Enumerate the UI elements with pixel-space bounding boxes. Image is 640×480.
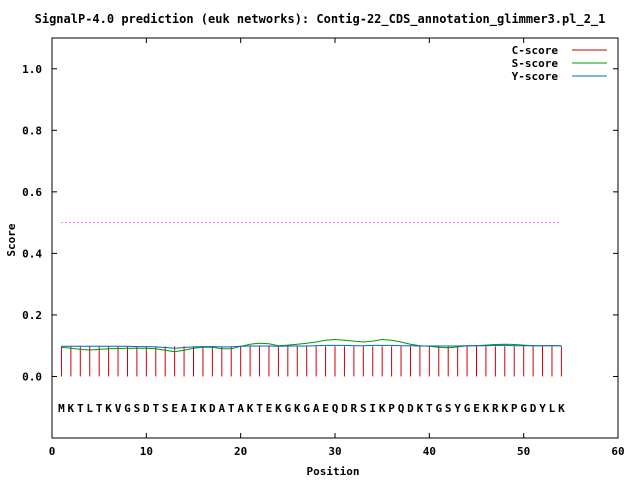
y-tick-label: 0.2 [22,309,42,322]
plot-frame [51,37,619,439]
residue-label: E [171,402,178,415]
residue-label: G [303,402,310,415]
residue-label: S [162,402,169,415]
residue-label: A [237,402,244,415]
residue-label: K [105,402,112,415]
residue-label: A [181,402,188,415]
x-tick-label: 20 [234,445,247,458]
residue-label: K [417,402,424,415]
residue-label: T [77,402,84,415]
residue-label: P [511,402,518,415]
residue-label: G [520,402,527,415]
residue-label: D [209,402,216,415]
residue-label: E [266,402,273,415]
legend-label: S-score [512,57,559,70]
legend-label: Y-score [512,70,559,83]
residue-label: I [369,402,376,415]
residue-label: V [115,402,122,415]
c-score-impulses [60,346,562,377]
residue-label: E [322,402,329,415]
residue-label: P [388,402,395,415]
residue-label: T [228,402,235,415]
residue-label: L [549,402,556,415]
residue-label: T [256,402,263,415]
residue-label: L [86,402,93,415]
residue-label: D [530,402,537,415]
residue-label: S [134,402,141,415]
residue-label: K [379,402,386,415]
residue-label: R [492,402,499,415]
y-tick-label: 1.0 [22,63,42,76]
residue-label: T [426,402,433,415]
residue-label: D [143,402,150,415]
residue-label: K [483,402,490,415]
residue-label: D [341,402,348,415]
y-tick-label: 0.0 [22,370,42,383]
y-tick-label: 0.8 [22,124,42,137]
x-tick-label: 30 [328,445,341,458]
residue-label: G [285,402,292,415]
residue-label: Y [454,402,461,415]
residue-label: D [407,402,414,415]
residue-label: I [190,402,197,415]
residue-label: K [68,402,75,415]
x-tick-label: 40 [423,445,436,458]
residue-label: Q [398,402,405,415]
residue-label: K [247,402,254,415]
residue-label: Q [332,402,339,415]
y-axis: 0.0 0.2 0.4 0.6 0.8 1.0 [22,63,618,383]
residue-label: A [313,402,320,415]
score-lines [61,338,562,353]
residue-label: S [445,402,452,415]
residue-label: M [58,402,65,415]
y-axis-label: Score [5,223,18,256]
residue-label: S [360,402,367,415]
residue-label: G [124,402,131,415]
residue-label: G [435,402,442,415]
y-tick-label: 0.4 [22,247,42,260]
residue-label: K [294,402,301,415]
residue-label: T [96,402,103,415]
residue-label: A [218,402,225,415]
residue-label: G [464,402,471,415]
y-tick-label: 0.6 [22,186,42,199]
x-tick-label: 60 [611,445,624,458]
chart-title: SignalP-4.0 prediction (euk networks): C… [35,12,606,27]
residue-label: R [351,402,358,415]
x-tick-label: 50 [517,445,530,458]
x-axis: 0 10 20 30 40 50 60 [49,38,625,458]
residue-label: K [275,402,282,415]
residue-label: Y [539,402,546,415]
residue-label: T [152,402,159,415]
residue-label: K [501,402,508,415]
x-axis-label: Position [307,465,360,478]
x-tick-label: 0 [49,445,56,458]
y-score-line [61,344,562,349]
x-tick-label: 10 [140,445,153,458]
residue-label: K [558,402,565,415]
residue-label: E [473,402,480,415]
residue-label: K [200,402,207,415]
legend-label: C-score [512,44,559,57]
